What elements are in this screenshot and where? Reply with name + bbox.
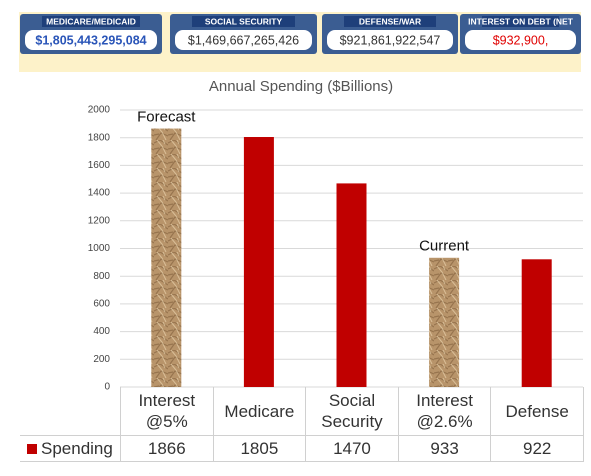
legend-swatch <box>27 443 37 454</box>
annotation: Forecast <box>137 109 196 126</box>
y-tick-label: 200 <box>93 354 110 365</box>
banner-label: MEDICARE/MEDICAID <box>46 16 136 26</box>
y-tick-label: 400 <box>93 326 110 337</box>
bar-texture <box>151 128 182 387</box>
y-tick-label: 2000 <box>88 105 111 116</box>
chart-title: Annual Spending ($Billions) <box>209 78 393 95</box>
amount-box <box>25 30 157 50</box>
banner-amount: $1,805,443,295,084 <box>35 33 146 47</box>
x-tick-label: Interest @5% <box>120 387 213 435</box>
data-value: 1805 <box>212 435 306 462</box>
banner-panel: MEDICARE/MEDICAID $1,805,443,295,084 <box>20 14 162 54</box>
banner-panel: INTEREST ON DEBT (NET $932,900, <box>460 14 581 54</box>
y-tick-label: 800 <box>93 271 110 282</box>
banner-label: SOCIAL SECURITY <box>205 16 283 26</box>
data-value: 933 <box>397 435 491 462</box>
label-strip <box>344 16 436 27</box>
bar <box>243 137 274 387</box>
data-value: 922 <box>490 435 583 462</box>
x-tick-label: Medicare <box>212 387 306 435</box>
table-edge <box>583 387 584 462</box>
bar <box>336 183 367 387</box>
banner-label: INTEREST ON DEBT (NET <box>468 16 574 26</box>
y-tick-label: 1200 <box>88 215 111 226</box>
banner-amount: $921,861,922,547 <box>340 33 441 47</box>
label-strip <box>42 16 140 27</box>
banner-label: DEFENSE/WAR <box>359 16 421 26</box>
legend-label: Spending <box>41 439 113 458</box>
banner-panel: SOCIAL SECURITY $1,469,667,265,426 <box>170 14 317 54</box>
x-tick-label: Social Security <box>305 387 398 435</box>
amount-box <box>327 30 453 50</box>
y-tick-label: 600 <box>93 299 110 310</box>
y-tick-label: 0 <box>104 382 110 393</box>
amount-box <box>175 30 312 50</box>
data-value: 1470 <box>305 435 398 462</box>
annotation: Current <box>419 238 470 255</box>
data-value: 1866 <box>120 435 213 462</box>
y-tick-label: 1400 <box>88 188 111 199</box>
bar <box>521 259 552 387</box>
bar-texture <box>429 257 460 387</box>
y-tick-label: 1000 <box>88 243 111 254</box>
x-tick-label: Interest @2.6% <box>397 387 491 435</box>
y-tick-label: 1800 <box>88 132 111 143</box>
label-strip <box>192 16 295 27</box>
label-strip <box>482 16 559 27</box>
amount-box <box>465 30 576 50</box>
banner-amount: $932,900, <box>493 33 549 47</box>
banner-amount: $1,469,667,265,426 <box>188 33 299 47</box>
banner-panel: DEFENSE/WAR $921,861,922,547 <box>322 14 458 54</box>
legend: Spending <box>20 435 120 462</box>
x-tick-label: Defense <box>490 387 583 435</box>
y-tick-label: 1600 <box>88 160 111 171</box>
